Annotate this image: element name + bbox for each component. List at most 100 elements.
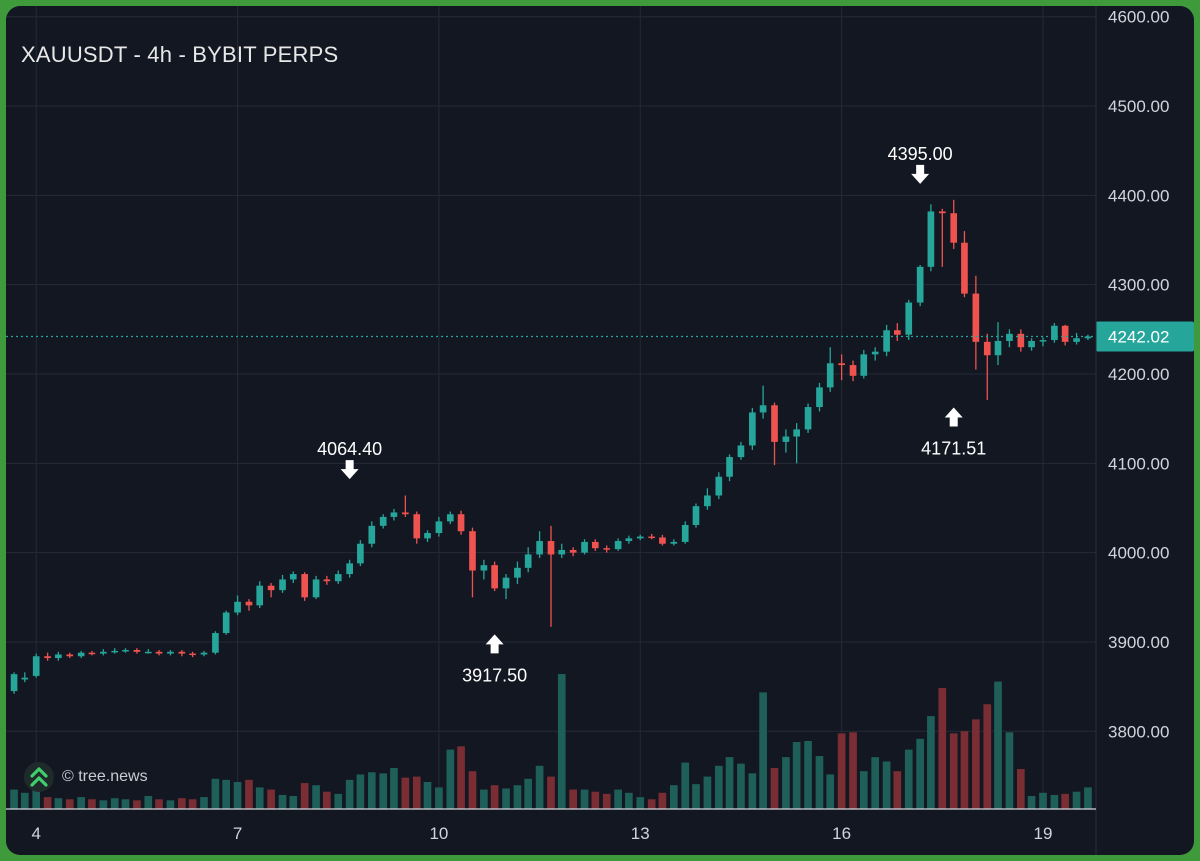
candle-body[interactable] bbox=[849, 365, 857, 376]
candle-body[interactable] bbox=[983, 341, 991, 356]
candle-body[interactable] bbox=[357, 543, 364, 564]
candle-body[interactable] bbox=[44, 656, 51, 659]
candle-body[interactable] bbox=[480, 565, 488, 571]
candle-body[interactable] bbox=[782, 436, 790, 442]
candle-body[interactable] bbox=[10, 674, 18, 692]
candle-body[interactable] bbox=[1017, 333, 1025, 348]
candle-body[interactable] bbox=[927, 211, 935, 267]
candle-body[interactable] bbox=[759, 405, 767, 413]
candle-body[interactable] bbox=[21, 677, 29, 680]
candle-body[interactable] bbox=[222, 612, 230, 634]
candle-body[interactable] bbox=[569, 549, 577, 553]
candle-body[interactable] bbox=[32, 656, 40, 676]
candle-body[interactable] bbox=[368, 525, 376, 544]
candle-body[interactable] bbox=[457, 514, 465, 532]
candle-body[interactable] bbox=[245, 601, 253, 606]
candle-body[interactable] bbox=[144, 651, 152, 654]
candle-body[interactable] bbox=[514, 567, 521, 578]
candle-body[interactable] bbox=[804, 407, 812, 430]
candle-body[interactable] bbox=[715, 476, 723, 496]
candle-body[interactable] bbox=[860, 354, 868, 376]
candle-body[interactable] bbox=[1084, 336, 1092, 339]
candle-body[interactable] bbox=[603, 548, 611, 550]
candle-body[interactable] bbox=[547, 541, 555, 555]
candle-body[interactable] bbox=[111, 650, 119, 653]
candle-body[interactable] bbox=[614, 541, 622, 550]
candle-body[interactable] bbox=[1028, 340, 1035, 348]
candle-body[interactable] bbox=[591, 541, 599, 549]
candle-body[interactable] bbox=[681, 524, 689, 542]
candle-body[interactable] bbox=[950, 213, 958, 243]
volume-bar bbox=[1017, 769, 1025, 809]
candle-body[interactable] bbox=[413, 514, 421, 539]
candle-body[interactable] bbox=[99, 651, 107, 654]
candle-body[interactable] bbox=[77, 652, 85, 657]
candle-body[interactable] bbox=[279, 579, 286, 591]
candle-body[interactable] bbox=[771, 405, 778, 442]
candle-body[interactable] bbox=[402, 512, 409, 515]
candle-body[interactable] bbox=[346, 563, 353, 575]
candle-body[interactable] bbox=[312, 579, 320, 598]
candle-body[interactable] bbox=[390, 512, 398, 517]
candle-body[interactable] bbox=[581, 541, 588, 553]
candle-body[interactable] bbox=[1006, 333, 1013, 341]
candle-body[interactable] bbox=[155, 651, 163, 654]
candle-body[interactable] bbox=[636, 536, 644, 539]
candle-body[interactable] bbox=[648, 536, 656, 539]
candle-body[interactable] bbox=[66, 654, 74, 657]
volume-bar bbox=[871, 757, 880, 809]
candle-body[interactable] bbox=[838, 363, 845, 366]
candle-body[interactable] bbox=[749, 412, 756, 446]
candle-body[interactable] bbox=[88, 652, 96, 655]
candle-body[interactable] bbox=[994, 340, 1002, 356]
candle-body[interactable] bbox=[267, 585, 275, 591]
candle-body[interactable] bbox=[692, 506, 700, 525]
candle-body[interactable] bbox=[659, 537, 666, 544]
candle-body[interactable] bbox=[972, 293, 980, 342]
candle-body[interactable] bbox=[55, 654, 62, 659]
candle-body[interactable] bbox=[301, 574, 309, 598]
candle-body[interactable] bbox=[323, 579, 331, 582]
candle-body[interactable] bbox=[256, 585, 264, 606]
candle-body[interactable] bbox=[289, 574, 297, 580]
candle-body[interactable] bbox=[793, 429, 800, 437]
candle-body[interactable] bbox=[200, 652, 208, 655]
candle-body[interactable] bbox=[189, 653, 196, 656]
candle-body[interactable] bbox=[167, 651, 174, 654]
candle-body[interactable] bbox=[905, 302, 913, 335]
candle-body[interactable] bbox=[1073, 338, 1080, 342]
candle-body[interactable] bbox=[424, 532, 431, 539]
candle-body[interactable] bbox=[491, 565, 498, 589]
candle-body[interactable] bbox=[133, 650, 141, 652]
candle-body[interactable] bbox=[826, 363, 834, 388]
candle-body[interactable] bbox=[502, 577, 510, 589]
candle-body[interactable] bbox=[737, 445, 745, 458]
candle-body[interactable] bbox=[334, 574, 342, 582]
candle-body[interactable] bbox=[178, 651, 186, 654]
candle-body[interactable] bbox=[469, 531, 476, 571]
candle-body[interactable] bbox=[1039, 340, 1047, 342]
candle-body[interactable] bbox=[704, 495, 711, 507]
candle-body[interactable] bbox=[938, 211, 946, 214]
candle-body[interactable] bbox=[446, 514, 454, 522]
candle-body[interactable] bbox=[883, 330, 890, 352]
candle-body[interactable] bbox=[558, 549, 566, 555]
candle-body[interactable] bbox=[1051, 325, 1058, 341]
candle-body[interactable] bbox=[871, 351, 879, 355]
candlestick-chart[interactable]: 4242.02 3800.00 3900.00 4000.00 4100.00 4200… bbox=[6, 6, 1194, 855]
candle-body[interactable] bbox=[536, 541, 543, 555]
candle-body[interactable] bbox=[122, 650, 129, 652]
candle-body[interactable] bbox=[816, 387, 823, 408]
candle-body[interactable] bbox=[670, 541, 678, 544]
candle-body[interactable] bbox=[916, 266, 924, 303]
candle-body[interactable] bbox=[212, 633, 219, 653]
candle-body[interactable] bbox=[625, 538, 633, 542]
candle-body[interactable] bbox=[524, 554, 532, 568]
candle-body[interactable] bbox=[435, 521, 443, 533]
candle-body[interactable] bbox=[234, 601, 241, 613]
candle-body[interactable] bbox=[379, 516, 387, 526]
candle-body[interactable] bbox=[726, 457, 733, 477]
candle-body[interactable] bbox=[894, 330, 901, 335]
candle-body[interactable] bbox=[961, 242, 968, 294]
candle-body[interactable] bbox=[1061, 325, 1069, 342]
